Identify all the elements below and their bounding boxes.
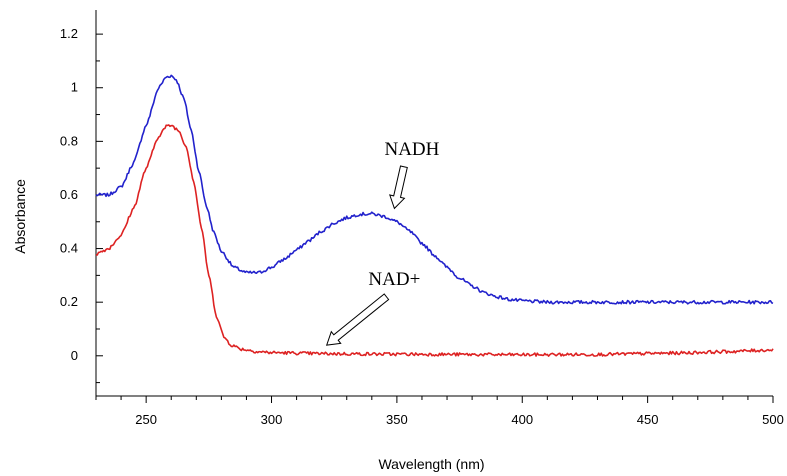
- annotation-label-nadh: NADH: [384, 139, 439, 160]
- ticks: 0 0.2 0.4 0.6 0.8 1 1.2 250 300 350 400 450 500: [60, 26, 784, 427]
- series-line-nad-plus: [95, 124, 774, 357]
- annotation-arrow-nad-plus: [325, 293, 390, 346]
- axes: [95, 10, 773, 397]
- x-tick-label: 400: [511, 412, 533, 427]
- x-axis-title: Wavelength (nm): [378, 456, 484, 472]
- x-tick-label: 500: [762, 412, 784, 427]
- y-tick-label: 0: [71, 348, 78, 363]
- y-tick-label: 0.4: [60, 241, 78, 256]
- annotation-label-nad-plus: NAD+: [368, 269, 420, 290]
- x-tick-label: 250: [135, 412, 157, 427]
- x-tick-label: 450: [637, 412, 659, 427]
- y-tick-label: 0.8: [60, 133, 78, 148]
- annotation-layer: NADH NAD+: [325, 139, 440, 346]
- y-tick-label: 1: [71, 80, 78, 95]
- y-tick-label: 0.2: [60, 294, 78, 309]
- series-line-nadh: [95, 74, 774, 305]
- x-tick-label: 350: [386, 412, 408, 427]
- annotation-arrow-nadh: [389, 165, 408, 210]
- x-tick-label: 300: [261, 412, 283, 427]
- series-layer: [95, 74, 774, 357]
- y-axis-title: Absorbance: [12, 179, 28, 254]
- y-tick-label: 0.6: [60, 187, 78, 202]
- y-tick-label: 1.2: [60, 26, 78, 41]
